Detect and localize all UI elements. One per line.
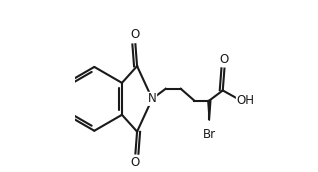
Text: N: N	[148, 92, 156, 105]
Text: O: O	[220, 53, 229, 66]
Polygon shape	[208, 100, 211, 121]
Text: OH: OH	[237, 94, 254, 107]
Text: Br: Br	[203, 128, 216, 141]
Text: O: O	[131, 29, 140, 41]
Text: O: O	[131, 156, 140, 169]
